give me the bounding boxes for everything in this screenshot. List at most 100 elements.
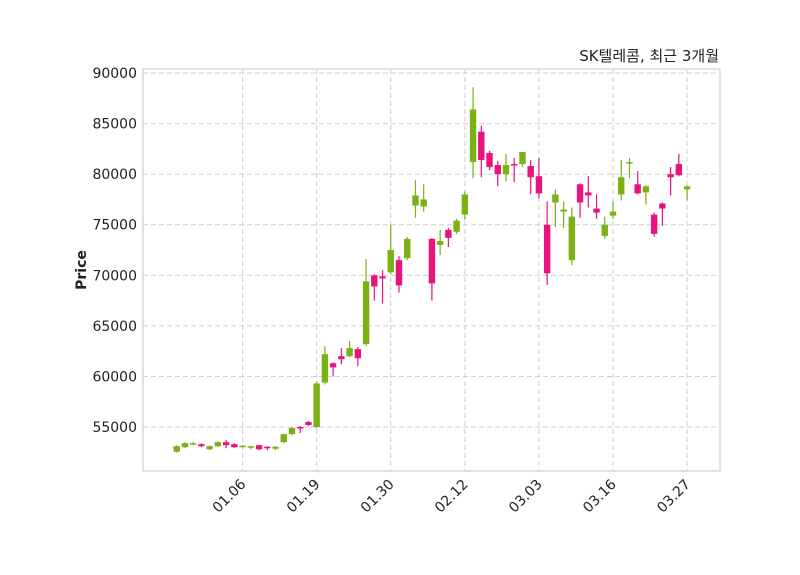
candle-up [346, 341, 353, 358]
candle-body [626, 162, 633, 164]
candle-body [543, 224, 551, 274]
candle-down [576, 183, 584, 218]
candle-up [387, 224, 394, 275]
candle-up [190, 442, 197, 446]
candle-body [255, 445, 263, 450]
candle-up [618, 160, 625, 201]
candle-body [486, 152, 493, 168]
candle-body [445, 229, 452, 238]
candle-up [601, 216, 608, 239]
candle-up [272, 446, 279, 451]
candle-up [181, 442, 189, 449]
candle-body [494, 165, 501, 175]
candle-down [231, 443, 238, 448]
candle-body [535, 176, 543, 194]
candle-body [280, 434, 287, 443]
candle-body [379, 276, 386, 279]
candle-down [659, 202, 666, 226]
candle-down [297, 425, 304, 434]
candle-body [568, 216, 576, 261]
candle-down [535, 157, 543, 199]
candle-body [338, 356, 345, 360]
candle-up [560, 201, 567, 228]
candle-up [683, 185, 691, 201]
y-tick-label: 80000 [92, 167, 137, 183]
candle-down [198, 443, 205, 448]
candle-down [305, 420, 312, 426]
candle-body [618, 177, 625, 195]
candle-body [247, 446, 255, 448]
candle-body [288, 428, 296, 435]
plot-frame [142, 68, 721, 472]
candle-down [338, 348, 345, 365]
candle-down [667, 167, 674, 196]
x-tick-label: 03.03 [506, 477, 546, 517]
candle-body [239, 445, 246, 448]
candle-body [585, 192, 592, 196]
candle-body [173, 446, 180, 452]
candle-body [667, 174, 674, 178]
candle-up [519, 151, 526, 168]
candle-body [329, 363, 337, 368]
candle-body [650, 214, 658, 234]
y-tick-label: 85000 [92, 117, 137, 133]
candle-body [305, 421, 312, 425]
x-tick-label: 01.06 [210, 476, 250, 516]
candle-body [527, 166, 534, 178]
candle-down [371, 274, 378, 301]
candle-body [502, 165, 510, 175]
candle-body [634, 184, 641, 194]
candle-body [214, 442, 222, 447]
candle-body [560, 209, 567, 212]
candle-body [436, 240, 444, 245]
candle-body [371, 275, 378, 287]
candle-up [313, 381, 320, 429]
candle-up [214, 441, 222, 448]
x-tick-label: 03.27 [654, 477, 694, 517]
candle-down [428, 237, 436, 301]
candle-up [502, 153, 510, 182]
candle-body [511, 164, 518, 166]
y-tick-label: 55000 [92, 420, 137, 436]
candle-body [181, 443, 189, 448]
candle-down [585, 176, 592, 208]
candle-body [519, 151, 526, 165]
candle-up [568, 207, 576, 266]
candle-body [683, 186, 691, 190]
candle-up [321, 346, 329, 385]
candle-body [264, 446, 271, 449]
candle-down [593, 194, 600, 219]
candle-body [346, 348, 353, 357]
candle-body [576, 184, 584, 203]
x-tick-label: 02.12 [432, 477, 472, 517]
candle-down [543, 201, 551, 285]
candle-body [642, 186, 650, 193]
y-tick-label: 60000 [92, 369, 137, 385]
chart-title: SK텔레콤, 최근 3개월 [579, 47, 719, 65]
candle-body [469, 109, 477, 163]
candle-down [494, 161, 501, 187]
candle-body [354, 349, 362, 359]
candle-up [239, 445, 246, 448]
candle-up [247, 445, 255, 450]
candle-body [206, 446, 213, 450]
candle-body [231, 444, 238, 448]
y-tick-label: 70000 [92, 268, 137, 284]
candle-body [420, 199, 427, 207]
y-axis-label: Price [74, 250, 90, 290]
candle-body [395, 260, 403, 286]
candle-up [461, 191, 469, 220]
candle-up [412, 180, 419, 218]
x-axis-ticks: 01.06 01.19 01.30 02.12 03.03 03.16 03.27 [210, 476, 694, 516]
candle-down [634, 171, 641, 195]
y-tick-label: 90000 [92, 66, 137, 82]
candle-up [552, 189, 559, 227]
candle-body [609, 211, 617, 216]
candle-down [511, 157, 518, 183]
candle-body [190, 443, 197, 445]
candle-body [222, 442, 230, 446]
candle-up [420, 184, 427, 212]
candle-body [593, 208, 600, 213]
candle-down [527, 160, 534, 195]
